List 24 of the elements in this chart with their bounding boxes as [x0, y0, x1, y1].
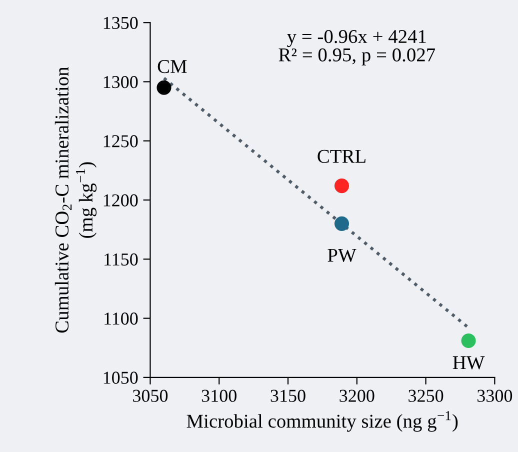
y-tick-label: 1100	[104, 312, 138, 325]
y-tick-label: 1350	[104, 16, 138, 30]
x-tick-label: 3250	[408, 390, 444, 402]
y-tick-label: 1050	[104, 372, 138, 384]
point	[334, 216, 350, 231]
y-tick-label: 1200	[104, 194, 138, 206]
y-tick-label: 1300	[104, 76, 138, 88]
y-tick-label: 1150	[104, 253, 138, 266]
x-tick-label: 3150	[270, 390, 306, 402]
annotation: PW	[328, 248, 356, 262]
point	[461, 333, 476, 348]
x-tick-label: 3100	[202, 390, 236, 402]
x-tick-label: 3050	[133, 390, 168, 402]
annotation: CM	[158, 60, 187, 74]
annotation: HW	[452, 356, 485, 370]
x-tick-label: 3300	[478, 390, 512, 402]
y-tick-label: 1250	[104, 135, 138, 148]
annotation: CTRL	[318, 150, 366, 163]
x-axis-title: Microbial community size (ng g$^{−1}$)	[186, 411, 458, 432]
point	[334, 178, 350, 194]
point	[156, 80, 172, 95]
y-axis-title: Cumulative CO$_{2}$-C mineralization (mg kg$^{−1}$)	[54, 66, 97, 333]
x-tick-label: 3200	[340, 390, 374, 402]
annotation: y = -0.96x + 4241 R² = 0.95, p = 0.027	[278, 30, 436, 66]
